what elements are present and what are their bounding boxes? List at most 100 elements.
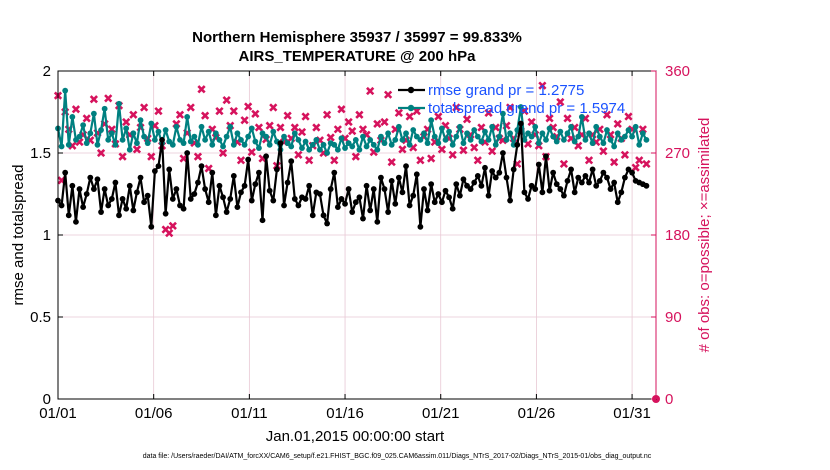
obs-assimilated-point <box>459 146 468 155</box>
spread-point <box>421 130 427 137</box>
x-marker-stroke <box>545 114 554 123</box>
x-marker-stroke <box>129 110 138 119</box>
spread-point <box>622 133 628 140</box>
rmse-point <box>550 169 557 176</box>
x-marker-stroke <box>139 103 149 112</box>
obs-assimilated-point <box>244 102 253 111</box>
spread-point <box>381 140 388 147</box>
x-tick-label: 01/01 <box>39 405 77 422</box>
x-tick-label: 01/11 <box>231 405 267 422</box>
x-marker-stroke <box>462 115 472 124</box>
spread-point <box>151 136 158 143</box>
obs-assimilated-point <box>165 229 174 238</box>
rmse-point <box>252 181 259 188</box>
x-marker-stroke <box>122 117 131 127</box>
obs-assimilated-point <box>197 85 206 94</box>
rmse-point <box>58 202 65 209</box>
legend-swatch-marker <box>407 104 415 112</box>
x-marker-stroke <box>154 106 163 116</box>
rmse-point <box>101 186 108 192</box>
obs-assimilated-point <box>527 117 536 127</box>
obs-assimilated-point <box>358 125 368 134</box>
obs-assimilated-point <box>294 150 303 159</box>
spread-point <box>474 133 481 140</box>
x-marker-stroke <box>118 152 127 161</box>
x-marker-stroke <box>355 110 364 119</box>
rmse-point <box>159 136 165 143</box>
rmse-point <box>151 168 158 174</box>
rmse-point <box>532 186 539 192</box>
rmse-point <box>568 166 574 173</box>
rmse-point <box>202 186 209 192</box>
rmse-point <box>112 179 119 186</box>
spread-point <box>69 114 76 120</box>
spread-point <box>611 143 618 150</box>
spread-point <box>94 141 101 148</box>
rmse-point <box>564 177 571 184</box>
obs-assimilated-point <box>96 148 106 158</box>
spread-point <box>399 136 406 143</box>
spread-point <box>521 136 528 143</box>
spread-point <box>220 143 226 150</box>
rmse-point <box>446 194 452 201</box>
obs-assimilated-point <box>602 110 612 119</box>
x-tick-label: 01/16 <box>326 405 364 422</box>
left-y-axis-label: rmse and totalspread <box>10 165 27 306</box>
obs-assimilated-point <box>373 119 382 128</box>
x-marker-stroke <box>265 121 274 130</box>
obs-assimilated-point <box>545 114 554 123</box>
rmse-point <box>507 197 513 204</box>
axis-ticks: 01/01 01/06 01/11 01/16 01/21 01/26 01/31 0 0.5 1… <box>30 63 690 422</box>
spread-point <box>636 141 643 148</box>
obs-assimilated-point <box>305 156 314 165</box>
obs-assimilated-point <box>276 123 285 132</box>
rmse-point <box>141 199 148 206</box>
spread-point <box>80 122 87 129</box>
spread-point <box>528 133 535 140</box>
obs-assimilated-point <box>599 147 608 156</box>
rmse-point <box>205 199 212 206</box>
rmse-point <box>561 192 567 199</box>
spread-point <box>338 135 345 142</box>
spread-point <box>334 146 341 153</box>
spread-point <box>431 133 438 140</box>
x-marker-stroke <box>89 95 98 104</box>
x-marker-stroke <box>437 145 447 154</box>
spread-point <box>191 133 198 140</box>
x-marker-stroke <box>387 157 396 167</box>
obs-assimilated-point <box>387 157 396 167</box>
right-y-tick-label: 270 <box>665 145 690 162</box>
obs-assimilated-point <box>348 127 357 136</box>
rmse-point <box>266 187 273 194</box>
obs-assimilated-point <box>312 123 321 132</box>
rmse-point <box>417 223 424 230</box>
rmse-point <box>435 191 442 197</box>
x-marker-stroke <box>168 221 177 231</box>
x-marker-stroke <box>82 114 91 123</box>
rmse-point <box>356 194 363 201</box>
rmse-point <box>489 168 496 174</box>
spread-point <box>180 140 187 147</box>
spread-point <box>299 145 305 151</box>
spread-point <box>173 123 180 130</box>
rmse-point <box>73 218 79 225</box>
rmse-point <box>83 191 90 197</box>
rmse-point <box>546 187 553 194</box>
rmse-point <box>485 192 492 199</box>
obs-assimilated-point <box>118 152 127 161</box>
x-marker-stroke <box>322 110 332 119</box>
obs-assimilated-point <box>89 95 98 104</box>
rmse-point <box>525 196 531 202</box>
spread-point <box>87 130 94 137</box>
rmse-point <box>500 150 506 156</box>
spread-point <box>535 140 542 147</box>
spread-point <box>108 130 115 137</box>
spread-point <box>116 100 122 107</box>
obs-assimilated-point <box>383 90 393 99</box>
x-marker-stroke <box>448 150 457 159</box>
rmse-point <box>381 186 388 192</box>
spread-point <box>263 133 270 140</box>
spread-point <box>363 143 370 150</box>
rmse-point <box>173 186 180 192</box>
spread-point <box>288 143 295 150</box>
